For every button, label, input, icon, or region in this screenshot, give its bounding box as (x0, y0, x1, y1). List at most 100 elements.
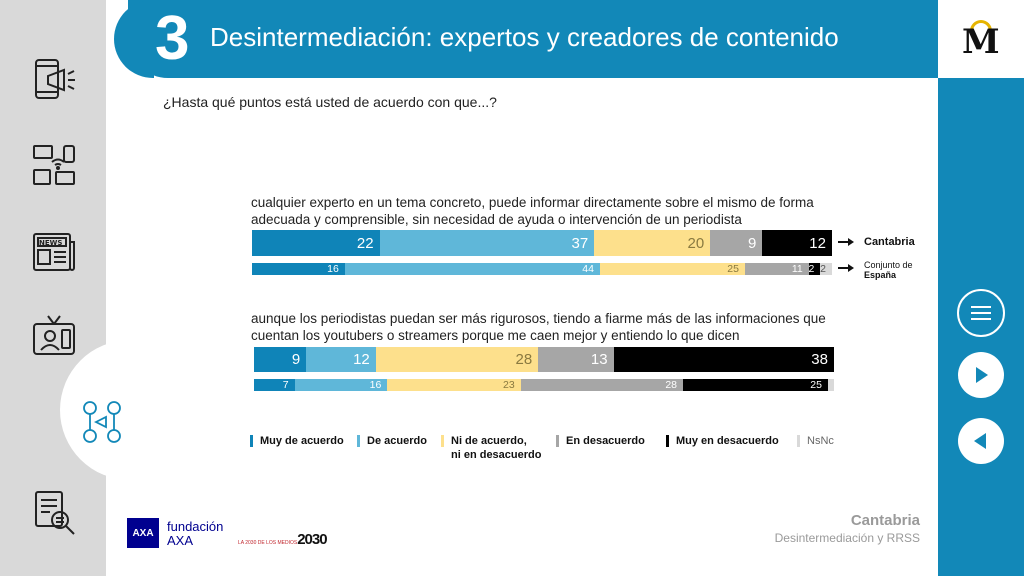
label-cantabria: Cantabria (838, 236, 915, 248)
legend-item-muy-en-desacuerdo: Muy en desacuerdo (666, 434, 779, 448)
brand-2030-year: 2030 (297, 531, 327, 548)
legend-label: Ni de acuerdo, ni en desacuerdo (451, 435, 542, 461)
legend-item-muy-de-acuerdo: Muy de acuerdo (250, 434, 344, 448)
svg-text:NEWS: NEWS (39, 239, 62, 247)
previous-button[interactable] (958, 418, 1004, 464)
arrow-icon (838, 239, 854, 245)
bar-segment-en-desacuerdo: 13 (538, 347, 614, 372)
tv-presenter-icon[interactable] (28, 310, 80, 362)
data-label: 37 (571, 234, 589, 252)
social-media-icon[interactable] (76, 396, 128, 448)
bar-segment-muy-en-desacuerdo: 38 (613, 347, 834, 372)
legend-swatch (357, 435, 360, 447)
fundacion-label: fundación (167, 519, 224, 534)
bar-segment-muy-de-acuerdo: 16 (252, 263, 345, 275)
legend-label: NsNc (807, 435, 834, 447)
label-espana-line1: Conjunto de (864, 260, 913, 270)
legend-label: En desacuerdo (566, 435, 645, 447)
label-espana: Conjunto de España (838, 260, 913, 280)
bar-segment-en-desacuerdo: 11 (744, 263, 809, 275)
data-label: 38 (811, 351, 828, 368)
page-title: Desintermediación: expertos y creadores … (210, 22, 839, 52)
data-label: 2 (808, 263, 815, 275)
bar-statement1-cantabria: 22 37 20 9 12 (252, 230, 832, 256)
data-label: 16 (327, 263, 339, 275)
data-label: 25 (810, 379, 822, 391)
data-label: 11 (791, 263, 803, 275)
document-search-icon[interactable] (28, 486, 80, 538)
bar-segment-de-acuerdo: 16 (294, 379, 388, 391)
play-right-icon (976, 367, 988, 383)
survey-question: ¿Hasta qué puntos está usted de acuerdo … (163, 94, 497, 110)
bar-statement1-espana: 16 44 25 11 2 2 (252, 263, 832, 275)
legend-item-de-acuerdo: De acuerdo (357, 434, 427, 448)
data-label: 28 (515, 351, 533, 368)
data-label: 44 (582, 263, 594, 275)
bar-segment-muy-de-acuerdo: 22 (252, 230, 380, 256)
footer-subtitle: Desintermediación y RRSS (774, 531, 920, 545)
bar-segment-ni-de-acuerdo: 20 (594, 230, 711, 256)
legend-swatch (441, 435, 444, 447)
bar-segment-ni-de-acuerdo: 23 (387, 379, 521, 391)
label-cantabria-text: Cantabria (864, 236, 915, 248)
bar-segment-muy-de-acuerdo: 7 (254, 379, 295, 391)
legend-swatch (250, 435, 253, 447)
data-label: 22 (356, 234, 374, 252)
legend-label: De acuerdo (367, 435, 427, 447)
bar-segment-nsnc: 2 (820, 263, 832, 275)
footer-region: Cantabria (850, 512, 920, 529)
menu-button[interactable] (957, 289, 1005, 337)
data-label: 13 (590, 351, 608, 368)
bar-statement2-espana: 7 16 23 28 25 (254, 379, 834, 391)
logo-arc (970, 20, 992, 34)
data-label: 2 (820, 263, 826, 275)
bar-segment-ni-de-acuerdo: 25 (599, 263, 745, 275)
left-sidebar (0, 0, 140, 576)
data-label: 12 (809, 234, 826, 252)
bar-segment-muy-en-desacuerdo: 12 (762, 230, 832, 256)
data-label: 28 (665, 379, 678, 391)
bar-segment-de-acuerdo: 12 (306, 347, 376, 372)
legend-label: Muy en desacuerdo (676, 435, 779, 447)
label-espana-text: Conjunto de España (864, 260, 913, 280)
legend-swatch (797, 435, 800, 447)
mobile-megaphone-icon[interactable] (28, 54, 80, 106)
brand-2030: LA 2030 DE LOS MEDIOS2030 (238, 531, 328, 548)
axa-logo-text: AXA (132, 527, 154, 539)
legend-swatch (556, 435, 559, 447)
section-number: 3 (155, 4, 190, 73)
bar-segment-nsnc (827, 379, 834, 391)
hamburger-icon (971, 306, 991, 320)
arrow-icon (838, 264, 854, 271)
play-left-icon (974, 433, 986, 449)
brand-2030-small: LA 2030 DE LOS MEDIOS (238, 540, 298, 546)
data-label: 16 (369, 379, 382, 391)
bar-segment-muy-en-desacuerdo: 25 (683, 379, 828, 391)
legend-item-nsnc: NsNc (797, 434, 834, 448)
label-espana-line2: España (864, 270, 897, 280)
logo-area (938, 0, 1024, 78)
data-label: 9 (291, 351, 301, 368)
legend-item-en-desacuerdo: En desacuerdo (556, 434, 645, 448)
data-label: 25 (727, 263, 739, 275)
brand-logo: M (962, 22, 1000, 62)
data-label: 23 (503, 379, 515, 391)
devices-icon[interactable] (28, 140, 80, 192)
statement-1-text: cualquier experto en un tema concreto, p… (251, 195, 814, 227)
axa-label: AXA (167, 533, 194, 548)
newspaper-icon[interactable]: NEWS (28, 226, 80, 278)
bar-segment-de-acuerdo: 44 (344, 263, 600, 275)
legend-swatch (666, 435, 669, 447)
next-button[interactable] (958, 352, 1004, 398)
bar-segment-de-acuerdo: 37 (379, 230, 595, 256)
bar-segment-muy-de-acuerdo: 9 (254, 347, 307, 372)
fundacion-axa-text: fundación AXA (167, 520, 223, 548)
data-label: 7 (282, 379, 289, 391)
bar-statement2-cantabria: 9 12 28 13 38 (254, 347, 834, 372)
legend-label: Muy de acuerdo (260, 435, 344, 447)
axa-logo: AXA (127, 518, 159, 548)
data-label: 20 (687, 234, 705, 252)
legend-item-ni-de-acuerdo: Ni de acuerdo, ni en desacuerdo (441, 434, 541, 462)
bar-segment-en-desacuerdo: 28 (520, 379, 684, 391)
data-label: 9 (748, 234, 757, 252)
